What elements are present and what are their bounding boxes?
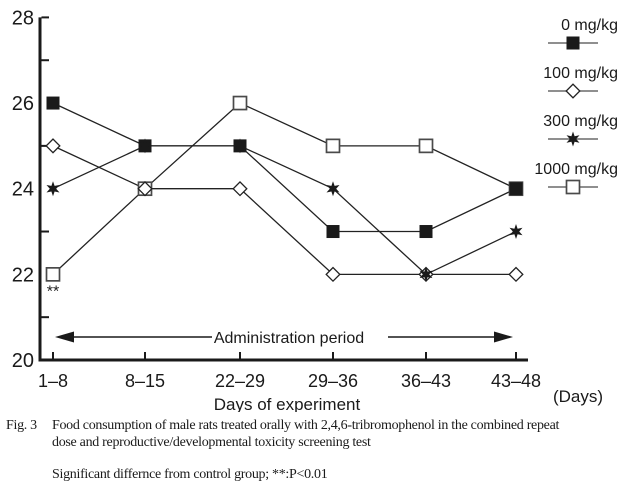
chart-canvas: 28 26 24 22 201–8 8–15 22–29 29–36 36–43 43–48 (Da… — [12, 7, 618, 412]
series-line-100mgkg — [52, 145, 516, 276]
legend-marker-filled-square-icon — [566, 36, 580, 50]
legend-marker-open-diamond-icon — [565, 83, 581, 99]
y-tick-label: 22 — [12, 264, 34, 286]
series-line-300mgkg — [52, 145, 517, 276]
point-300mgkg-1–8 — [46, 181, 60, 197]
x-tick-label: 8–15 — [125, 371, 165, 391]
x-tick-label: 22–29 — [215, 371, 265, 391]
figure-label: Fig. 3 — [6, 418, 37, 433]
figure-caption-text: Food consumption of male rats treated or… — [52, 418, 559, 452]
series-line-1000mgkg — [52, 102, 517, 275]
point-100mgkg-29–36 — [325, 266, 341, 283]
legend-label-0mgkg: 0 mg/kg — [561, 17, 618, 34]
series-line-0mgkg — [52, 102, 517, 233]
administration-period-label: Administration period — [214, 330, 364, 347]
caption-line-1: Food consumption of male rats treated or… — [52, 418, 560, 433]
y-tick-label: 20 — [12, 350, 34, 372]
point-100mgkg-22–29 — [232, 180, 248, 197]
significance-stars: ** — [47, 283, 59, 300]
point-100mgkg-1–8 — [45, 138, 61, 154]
legend-label-1000mgkg: 1000 mg/kg — [534, 161, 618, 178]
point-300mgkg-22–29 — [233, 138, 247, 154]
point-0mgkg-29–36 — [326, 225, 340, 239]
legend-marker-open-square-icon — [565, 179, 581, 195]
point-100mgkg-8–15 — [137, 180, 153, 197]
x-tick-label: 29–36 — [308, 371, 358, 391]
point-300mgkg-36–43 — [419, 266, 433, 282]
figure-caption: Fig. 3 Food consumption of male rats tre… — [6, 418, 626, 452]
legend-label-100mgkg: 100 mg/kg — [543, 65, 618, 82]
x-axis-title: Days of experiment — [214, 395, 361, 412]
y-tick-label: 24 — [12, 179, 34, 201]
point-0mgkg-36–43 — [419, 225, 433, 239]
caption-line-2: dose and reproductive/developmental toxi… — [52, 434, 371, 450]
legend-label-300mgkg: 300 mg/kg — [543, 113, 618, 130]
point-1000mgkg-22–29 — [232, 95, 248, 111]
point-300mgkg-8–15 — [138, 138, 152, 154]
point-1000mgkg-1–8 — [45, 267, 61, 282]
y-tick-label: 26 — [12, 93, 34, 115]
legend-marker-filled-star-icon — [566, 131, 580, 147]
x-tick-label: 1–8 — [38, 371, 68, 391]
point-0mgkg-43–48 — [509, 182, 523, 196]
point-300mgkg-29–36 — [326, 181, 340, 197]
point-0mgkg-1–8 — [46, 96, 60, 110]
admin-arrow-left-head-icon — [55, 331, 74, 343]
point-1000mgkg-36–43 — [418, 138, 434, 154]
y-tick-label: 28 — [12, 7, 34, 29]
x-tick-label: 43–48 — [491, 371, 541, 391]
point-100mgkg-43–48 — [508, 266, 524, 283]
x-tick-label: 36–43 — [401, 371, 451, 391]
x-axis-unit-label: (Days) — [553, 387, 603, 406]
admin-arrow-right-head-icon — [494, 331, 513, 343]
point-300mgkg-43–48 — [509, 224, 523, 240]
significance-note: Significant differnce from control group… — [52, 466, 328, 482]
point-1000mgkg-29–36 — [325, 138, 341, 154]
